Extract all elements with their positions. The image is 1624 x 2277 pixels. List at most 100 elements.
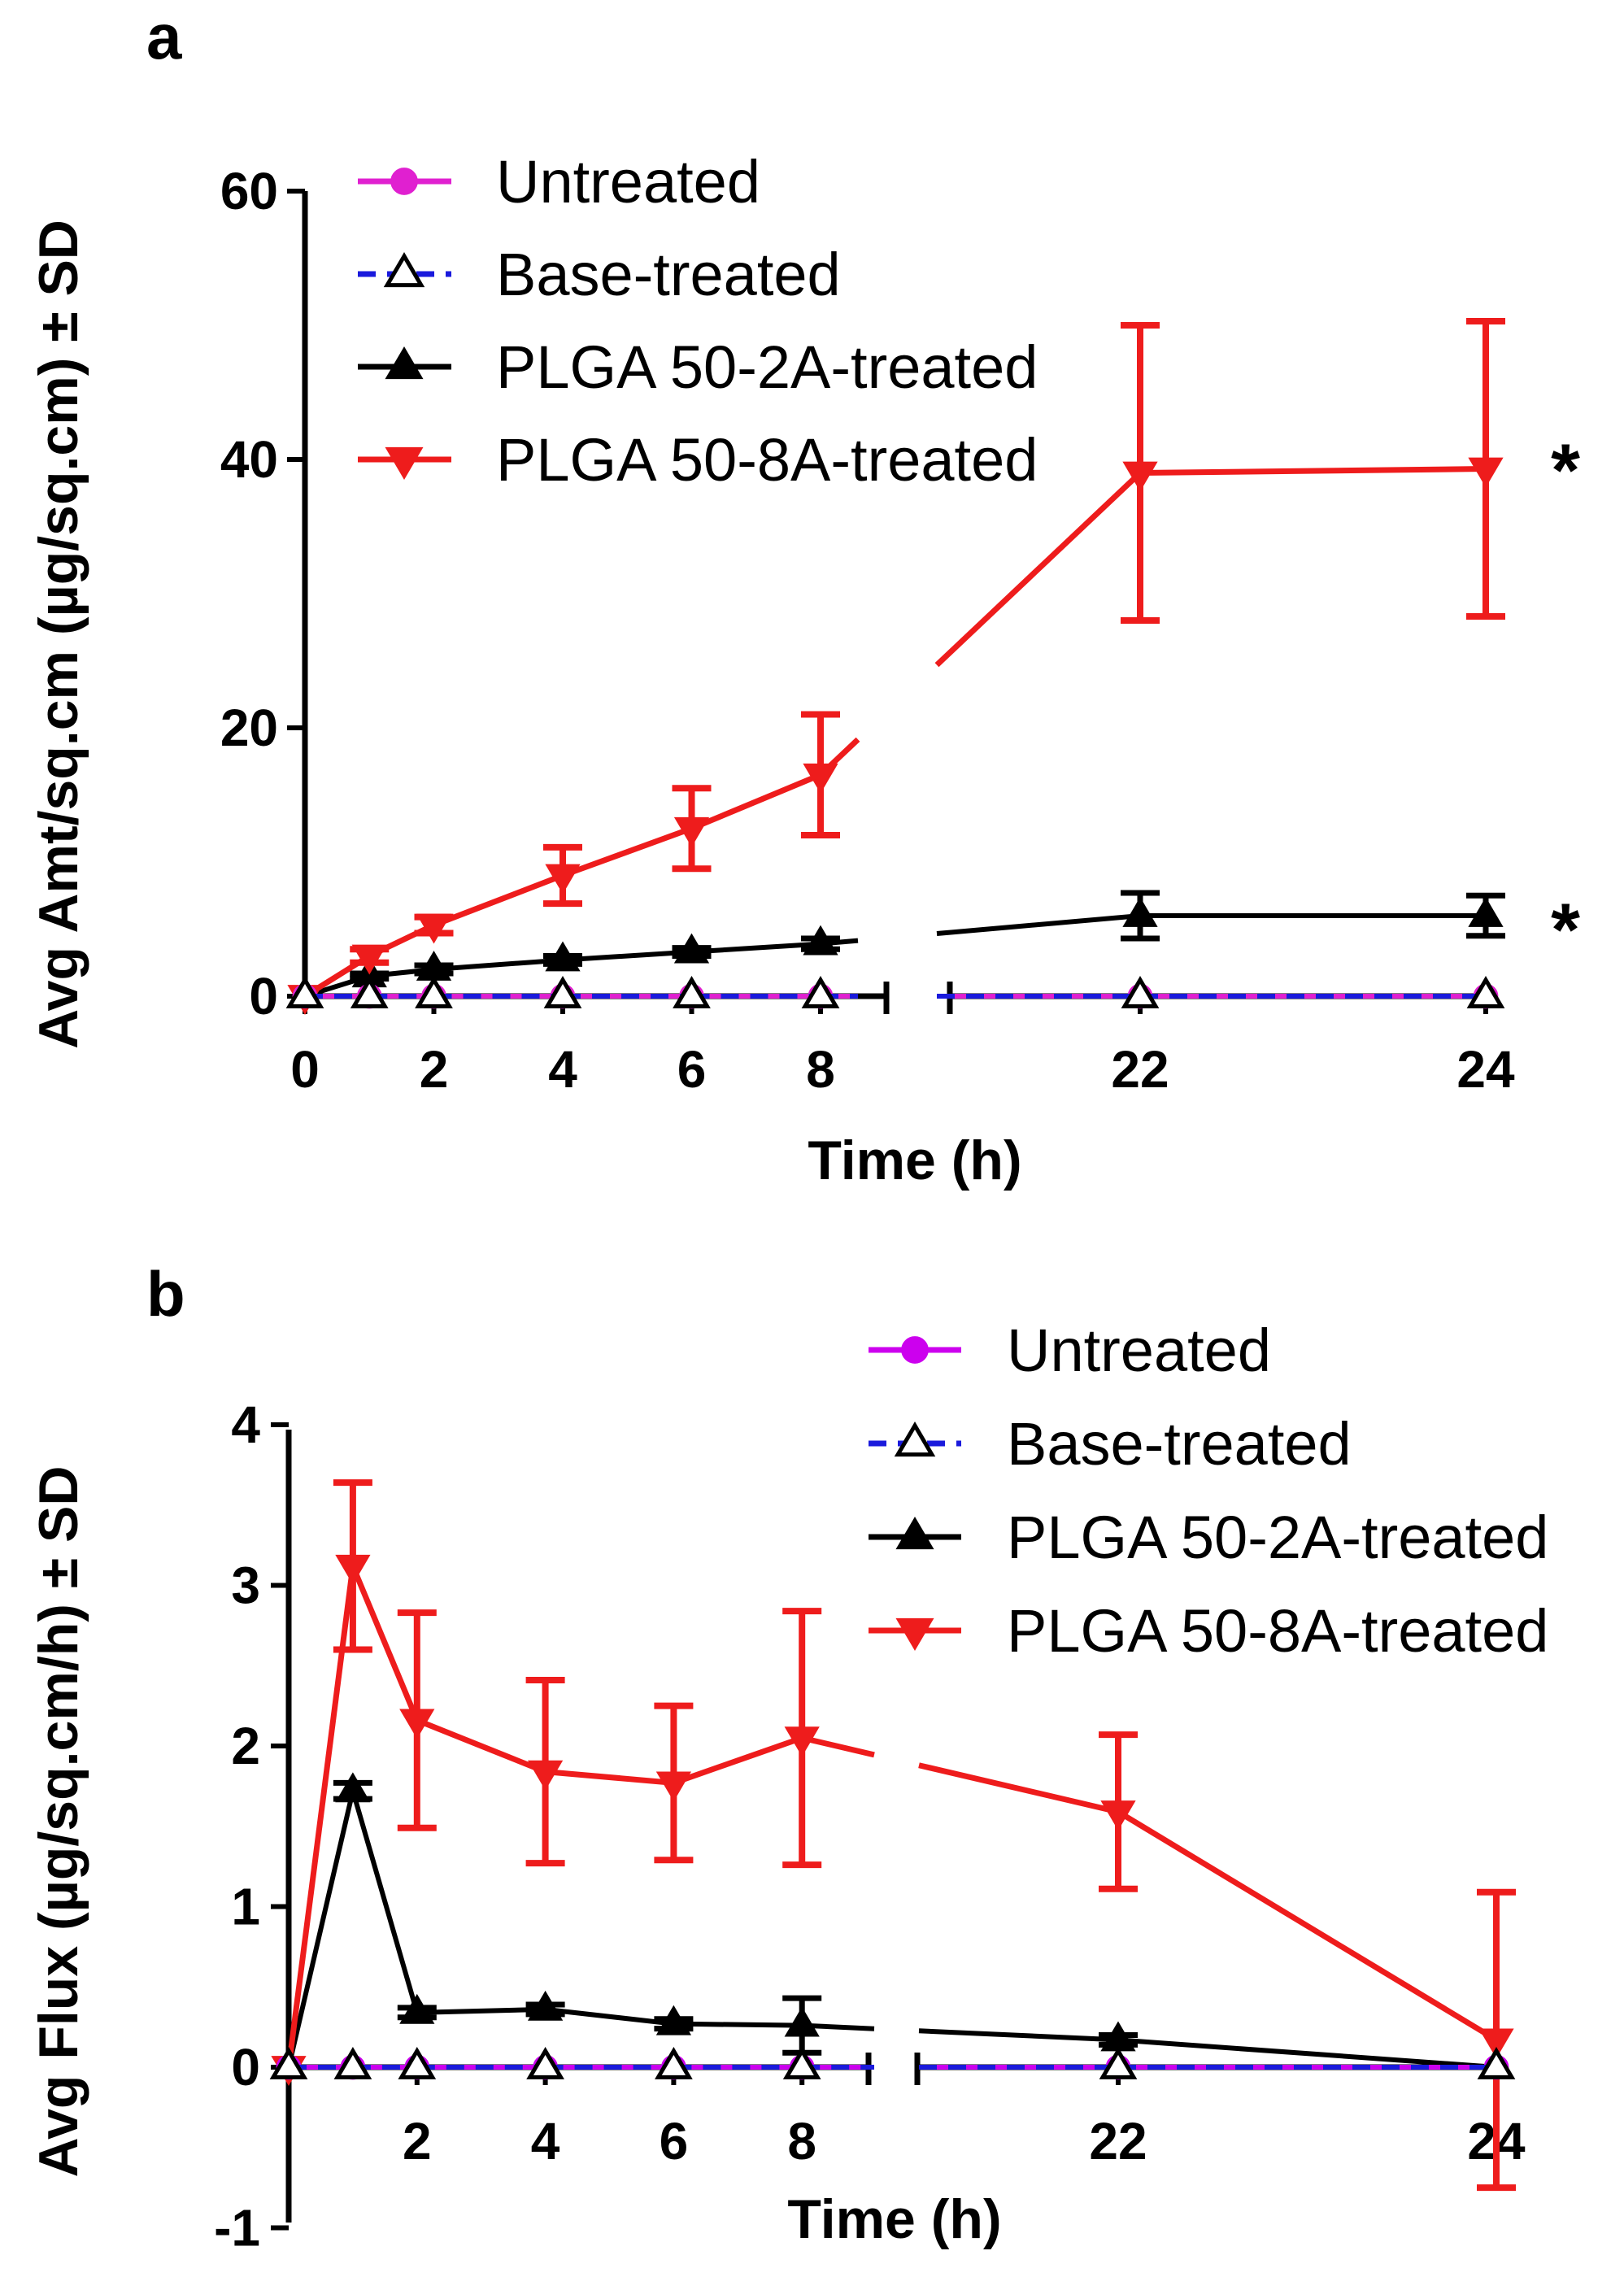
series-line-segment	[433, 873, 564, 928]
data-point	[333, 2047, 372, 2079]
data-point	[1100, 1800, 1136, 1831]
data-point	[545, 864, 581, 895]
data-point	[526, 2047, 564, 2079]
series-line-segment	[286, 1790, 355, 2068]
legend-label: Untreated	[496, 148, 760, 216]
series-base-treated	[269, 2047, 1516, 2079]
x-tick-label: 8	[806, 1040, 835, 1099]
data-point	[1466, 976, 1505, 1008]
data-point	[399, 1993, 435, 2024]
y-tick-label: 0	[231, 2038, 260, 2096]
series-line-segment	[416, 2006, 546, 2015]
series-line-segment	[350, 1790, 420, 2014]
series-line-segment	[673, 2021, 803, 2028]
y-tick-label: 3	[231, 1556, 260, 1615]
data-point	[1477, 2047, 1516, 2079]
data-point	[1099, 2047, 1138, 2079]
series-line-segment	[350, 1565, 420, 1722]
legend-swatch-marker	[901, 1336, 929, 1364]
data-point	[335, 1772, 371, 1803]
legend-label: PLGA 50-8A-treated	[496, 426, 1038, 494]
series-line-segment	[1139, 466, 1487, 476]
data-point	[1478, 2028, 1514, 2059]
data-point	[269, 2047, 308, 2079]
y-tick-label: -1	[214, 2199, 260, 2257]
series-line-segment	[918, 2028, 1119, 2043]
x-tick-label: 2	[420, 1040, 449, 1099]
data-point	[673, 816, 710, 847]
y-tick-label: 20	[220, 699, 278, 757]
series-line-segment	[934, 470, 1143, 668]
legend: Untreated Base-treated PLGA 50-2A-treated P…	[869, 1317, 1548, 1665]
data-point	[784, 2006, 820, 2037]
x-tick-label: 6	[677, 1040, 707, 1099]
data-point	[416, 913, 452, 944]
series-line-segment	[801, 1735, 875, 1758]
series-line-segment	[936, 913, 1141, 937]
data-point	[803, 925, 838, 956]
data-point	[527, 1760, 564, 1791]
y-axis-title: Avg Flux (µg/sq.cm/h) ± SD	[28, 1466, 89, 2178]
y-tick-label: 1	[231, 1878, 260, 1936]
data-point	[782, 2047, 821, 2079]
x-tick-label: 4	[531, 2112, 560, 2170]
data-point	[1468, 897, 1504, 927]
series-line-segment	[690, 772, 822, 831]
series-line-segment	[285, 1565, 356, 2068]
y-tick-label: 2	[231, 1717, 260, 1775]
x-tick-label: 22	[1111, 1040, 1169, 1099]
series-line-segment	[416, 1718, 546, 1774]
series-plga-50-8a-treated	[287, 318, 1505, 1015]
series-line-segment	[691, 941, 821, 955]
data-point	[1468, 457, 1504, 488]
data-point	[335, 1554, 371, 1585]
legend-label: Untreated	[1007, 1317, 1271, 1384]
legend-swatch-marker	[895, 1617, 934, 1651]
series-line-segment	[1117, 2037, 1497, 2070]
significance-mark: *	[1551, 429, 1580, 512]
data-point	[350, 976, 389, 1008]
legend-swatch-marker	[390, 168, 418, 195]
legend-label: PLGA 50-8A-treated	[1007, 1597, 1548, 1665]
data-point	[1122, 897, 1158, 927]
data-point	[399, 1709, 435, 1739]
panel-letter: a	[146, 1, 182, 72]
legend: Untreated Base-treated PLGA 50-2A-treated P…	[358, 148, 1038, 494]
series-line-segment	[1117, 1809, 1498, 2043]
data-point	[398, 2047, 437, 2079]
x-tick-label: 22	[1089, 2112, 1147, 2170]
series-line-segment	[545, 2006, 674, 2027]
x-tick-label: 4	[548, 1040, 577, 1099]
y-tick-label: 0	[249, 967, 278, 1025]
legend-label: Base-treated	[496, 241, 841, 308]
series-line-segment	[433, 957, 564, 972]
legend-swatch-marker	[894, 1421, 936, 1457]
legend-swatch-marker	[385, 346, 424, 380]
x-tick-label: 0	[290, 1040, 320, 1099]
data-point	[543, 976, 582, 1008]
legend-swatch-marker	[385, 446, 424, 480]
legend-label: Base-treated	[1007, 1410, 1352, 1478]
data-point	[351, 944, 387, 975]
series-plga-50-2a-treated	[271, 1772, 1514, 2079]
data-point	[673, 976, 711, 1008]
panel-letter: b	[146, 1258, 185, 1330]
legend-swatch-marker	[895, 1517, 934, 1550]
data-point	[801, 976, 840, 1008]
data-point	[285, 976, 324, 1008]
data-point	[655, 1771, 692, 1802]
series-line-segment	[561, 825, 693, 878]
series-line-segment	[545, 1769, 674, 1786]
series-line-segment	[673, 1735, 803, 1786]
series-line-segment	[562, 949, 692, 963]
x-tick-label: 24	[1456, 1040, 1515, 1099]
data-point	[784, 1726, 820, 1757]
series-line-segment	[918, 1762, 1119, 1815]
data-point	[1122, 461, 1158, 492]
y-tick-label: 40	[220, 430, 278, 489]
data-point	[415, 976, 453, 1008]
series-plga-50-8a-treated	[271, 1479, 1516, 2192]
